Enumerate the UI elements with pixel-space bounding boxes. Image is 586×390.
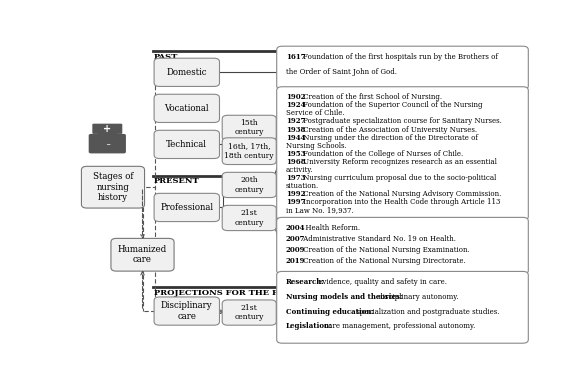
Text: Foundation of the first hospitals run by the Brothers of: Foundation of the first hospitals run by… bbox=[301, 53, 498, 61]
FancyBboxPatch shape bbox=[88, 134, 126, 153]
FancyBboxPatch shape bbox=[154, 94, 220, 122]
Text: ─: ─ bbox=[105, 144, 109, 149]
FancyBboxPatch shape bbox=[277, 217, 529, 274]
Circle shape bbox=[97, 130, 118, 144]
Text: Nursing under the direction of the Directorate of: Nursing under the direction of the Direc… bbox=[301, 134, 478, 142]
Text: Humanized
care: Humanized care bbox=[118, 245, 167, 264]
Text: Postgraduate specialization course for Sanitary Nurses.: Postgraduate specialization course for S… bbox=[301, 117, 502, 126]
Text: in Law No. 19,937.: in Law No. 19,937. bbox=[286, 206, 353, 214]
Text: 1953: 1953 bbox=[286, 150, 305, 158]
Text: 21st
century: 21st century bbox=[234, 304, 264, 321]
Text: disciplinary autonomy.: disciplinary autonomy. bbox=[376, 293, 459, 301]
Text: 1927: 1927 bbox=[286, 117, 305, 126]
Text: Creation of the National Nursing Examination.: Creation of the National Nursing Examina… bbox=[301, 246, 469, 254]
FancyBboxPatch shape bbox=[222, 206, 276, 230]
Text: Nursing Schools.: Nursing Schools. bbox=[286, 142, 346, 150]
Text: Nursing curriculum proposal due to the socio-political: Nursing curriculum proposal due to the s… bbox=[301, 174, 496, 182]
FancyBboxPatch shape bbox=[222, 300, 276, 325]
Text: Foundation of the Superior Council of the Nursing: Foundation of the Superior Council of th… bbox=[301, 101, 482, 109]
Text: 1924: 1924 bbox=[286, 101, 305, 109]
Text: Professional: Professional bbox=[160, 203, 213, 212]
Text: Creation of the National Nursing Directorate.: Creation of the National Nursing Directo… bbox=[301, 257, 466, 265]
Text: Nursing models and theories:: Nursing models and theories: bbox=[286, 293, 403, 301]
FancyBboxPatch shape bbox=[81, 166, 145, 208]
FancyBboxPatch shape bbox=[277, 46, 529, 89]
Text: 1902: 1902 bbox=[286, 93, 305, 101]
Text: Creation of the Association of University Nurses.: Creation of the Association of Universit… bbox=[301, 126, 477, 133]
Text: 21st
century: 21st century bbox=[234, 209, 264, 227]
Text: Incorporation into the Health Code through Article 113: Incorporation into the Health Code throu… bbox=[301, 198, 500, 206]
Text: 2009: 2009 bbox=[286, 246, 305, 254]
FancyBboxPatch shape bbox=[222, 138, 276, 165]
Text: situation.: situation. bbox=[286, 182, 319, 190]
Text: 1997: 1997 bbox=[286, 198, 305, 206]
Text: Administrative Standard No. 19 on Health.: Administrative Standard No. 19 on Health… bbox=[301, 235, 456, 243]
Text: PROJECTIONS FOR THE FUTURE: PROJECTIONS FOR THE FUTURE bbox=[154, 289, 312, 296]
Text: 1973: 1973 bbox=[286, 174, 305, 182]
Text: 16th, 17th,
18th century: 16th, 17th, 18th century bbox=[224, 143, 274, 160]
Text: PRESENT: PRESENT bbox=[154, 177, 200, 185]
Text: Disciplinary
care: Disciplinary care bbox=[161, 301, 213, 321]
Text: Vocational: Vocational bbox=[165, 104, 209, 113]
Text: Creation of the first School of Nursing.: Creation of the first School of Nursing. bbox=[301, 93, 442, 101]
Text: Service of Chile.: Service of Chile. bbox=[286, 110, 345, 117]
Text: Stages of
nursing
history: Stages of nursing history bbox=[93, 172, 133, 202]
Text: 1617: 1617 bbox=[286, 53, 305, 61]
FancyBboxPatch shape bbox=[277, 87, 529, 220]
Text: University Reform recognizes research as an essential: University Reform recognizes research as… bbox=[301, 158, 497, 166]
Text: evidence, quality and safety in care.: evidence, quality and safety in care. bbox=[316, 278, 447, 286]
FancyBboxPatch shape bbox=[222, 172, 276, 198]
FancyBboxPatch shape bbox=[111, 238, 174, 271]
Text: 2019: 2019 bbox=[286, 257, 305, 265]
Text: specialization and postgraduate studies.: specialization and postgraduate studies. bbox=[354, 308, 499, 316]
Text: 1992: 1992 bbox=[286, 190, 305, 198]
Text: Health Reform.: Health Reform. bbox=[301, 224, 360, 232]
Text: 1944: 1944 bbox=[286, 134, 305, 142]
Text: activity.: activity. bbox=[286, 166, 314, 174]
Text: 2004: 2004 bbox=[286, 224, 305, 232]
FancyBboxPatch shape bbox=[154, 297, 220, 325]
Text: PAST: PAST bbox=[154, 53, 179, 61]
Text: 2007: 2007 bbox=[286, 235, 305, 243]
Text: Domestic: Domestic bbox=[166, 68, 207, 77]
Text: Creation of the National Nursing Advisory Commission.: Creation of the National Nursing Advisor… bbox=[301, 190, 501, 198]
Text: Technical: Technical bbox=[166, 140, 207, 149]
Text: care management, professional autonomy.: care management, professional autonomy. bbox=[322, 323, 475, 330]
FancyBboxPatch shape bbox=[277, 271, 529, 343]
FancyBboxPatch shape bbox=[93, 124, 122, 134]
FancyBboxPatch shape bbox=[154, 130, 220, 158]
Text: 20th
century: 20th century bbox=[234, 176, 264, 193]
FancyBboxPatch shape bbox=[154, 193, 220, 222]
Text: Continuing education:: Continuing education: bbox=[286, 308, 374, 316]
FancyBboxPatch shape bbox=[222, 115, 276, 140]
Text: +: + bbox=[103, 124, 111, 134]
FancyBboxPatch shape bbox=[154, 58, 220, 87]
Text: Research:: Research: bbox=[286, 278, 325, 286]
Text: Legislation:: Legislation: bbox=[286, 323, 332, 330]
Text: the Order of Saint John of God.: the Order of Saint John of God. bbox=[286, 68, 397, 76]
Text: 15th
century: 15th century bbox=[234, 119, 264, 136]
Text: 1938: 1938 bbox=[286, 126, 305, 133]
Text: 1968: 1968 bbox=[286, 158, 305, 166]
Text: Foundation of the College of Nurses of Chile.: Foundation of the College of Nurses of C… bbox=[301, 150, 463, 158]
